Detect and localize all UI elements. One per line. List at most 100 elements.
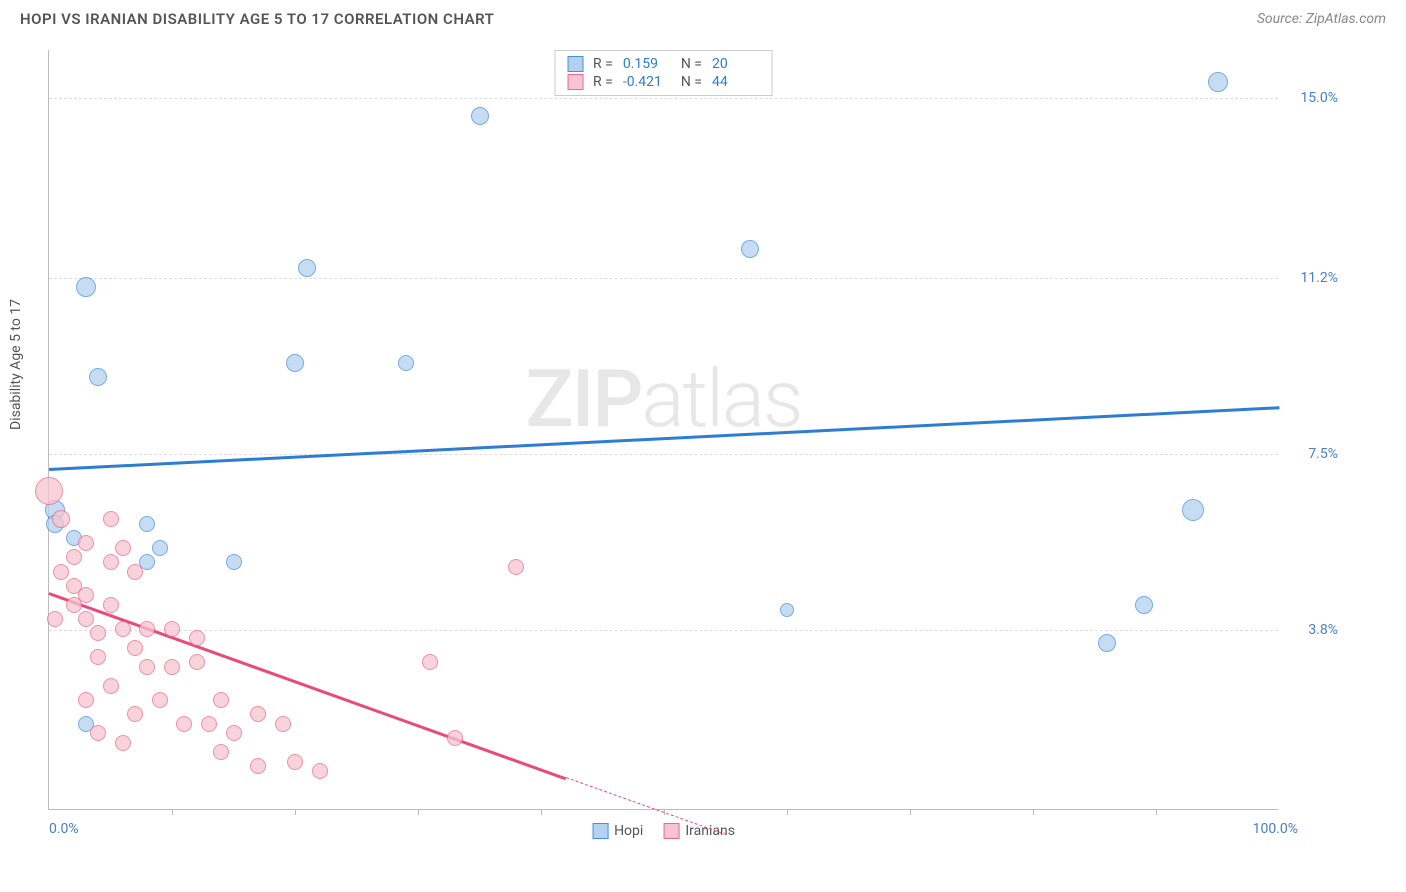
data-point [115, 735, 131, 751]
data-point [89, 368, 107, 386]
data-point [90, 625, 106, 641]
data-point [103, 678, 119, 694]
legend-swatch [592, 823, 608, 839]
gridline [49, 454, 1278, 455]
y-tick-label: 11.2% [1300, 270, 1338, 286]
data-point [780, 603, 794, 617]
chart-plot-area: ZIPatlas R =0.159N =20R =-0.421N =44 Hop… [48, 50, 1278, 810]
data-point [298, 259, 316, 277]
data-point [1098, 634, 1116, 652]
data-point [275, 716, 291, 732]
data-point [1182, 499, 1204, 521]
data-point [1208, 72, 1228, 92]
data-point [103, 511, 119, 527]
legend-n-label: N = [681, 56, 702, 72]
data-point [447, 730, 463, 746]
data-point [53, 564, 69, 580]
data-point [127, 564, 143, 580]
data-point [1135, 596, 1153, 614]
trend-line [49, 592, 566, 780]
data-point [164, 659, 180, 675]
data-point [152, 692, 168, 708]
data-point [90, 649, 106, 665]
data-point [139, 659, 155, 675]
x-tick-label: 0.0% [49, 821, 79, 837]
data-point [422, 654, 438, 670]
data-point [152, 540, 168, 556]
gridline [49, 98, 1278, 99]
data-point [139, 516, 155, 532]
legend-swatch [567, 56, 583, 72]
gridline [49, 278, 1278, 279]
legend-n-label: N = [681, 74, 702, 90]
legend-swatch [663, 823, 679, 839]
x-tick [295, 809, 296, 815]
legend-row: R = 0.159 N = 20 [567, 55, 760, 73]
legend-row: R = -0.421 N = 44 [567, 73, 760, 91]
data-point [164, 621, 180, 637]
x-tick [787, 809, 788, 815]
data-point [189, 654, 205, 670]
data-point [286, 354, 304, 372]
data-point [287, 754, 303, 770]
data-point [176, 716, 192, 732]
y-axis-label: Disability Age 5 to 17 [8, 299, 24, 430]
data-point [139, 621, 155, 637]
data-point [741, 240, 759, 258]
legend-n-value: 20 [712, 56, 760, 72]
x-tick [1033, 809, 1034, 815]
legend-r-value: -0.421 [623, 74, 671, 90]
legend-label: Iranians [685, 823, 735, 839]
source-label: Source: ZipAtlas.com [1257, 11, 1386, 27]
x-tick [418, 809, 419, 815]
x-tick [172, 809, 173, 815]
data-point [90, 725, 106, 741]
data-point [127, 640, 143, 656]
legend-r-label: R = [593, 56, 613, 72]
legend-label: Hopi [614, 823, 643, 839]
data-point [213, 744, 229, 760]
chart-title: HOPI VS IRANIAN DISABILITY AGE 5 TO 17 C… [20, 10, 494, 28]
data-point [115, 540, 131, 556]
x-tick [1156, 809, 1157, 815]
x-tick-label: 100.0% [1253, 821, 1298, 837]
legend-r-value: 0.159 [623, 56, 671, 72]
data-point [312, 763, 328, 779]
correlation-legend: R = 0.159 N = 20 R = -0.421 N = 44 [554, 50, 773, 96]
legend-r-label: R = [593, 74, 613, 90]
legend-item: Hopi [592, 823, 643, 839]
data-point [398, 355, 414, 371]
data-point [115, 621, 131, 637]
trend-line [49, 406, 1279, 470]
data-point [52, 510, 70, 528]
data-point [78, 611, 94, 627]
y-tick-label: 15.0% [1300, 90, 1338, 106]
data-point [471, 107, 489, 125]
data-point [66, 549, 82, 565]
data-point [201, 716, 217, 732]
data-point [76, 277, 96, 297]
data-point [103, 554, 119, 570]
series-legend: Hopi Iranians [592, 823, 735, 839]
legend-n-value: 44 [712, 74, 760, 90]
data-point [250, 706, 266, 722]
legend-swatch [567, 74, 583, 90]
data-point [226, 725, 242, 741]
x-tick [910, 809, 911, 815]
data-point [103, 597, 119, 613]
data-point [35, 477, 63, 505]
data-point [226, 554, 242, 570]
data-point [78, 535, 94, 551]
data-point [66, 597, 82, 613]
data-point [508, 559, 524, 575]
y-tick-label: 7.5% [1308, 446, 1338, 462]
data-point [250, 758, 266, 774]
data-point [189, 630, 205, 646]
y-tick-label: 3.8% [1308, 622, 1338, 638]
gridline [49, 630, 1278, 631]
x-tick [541, 809, 542, 815]
data-point [78, 692, 94, 708]
data-point [127, 706, 143, 722]
data-point [213, 692, 229, 708]
data-point [47, 611, 63, 627]
